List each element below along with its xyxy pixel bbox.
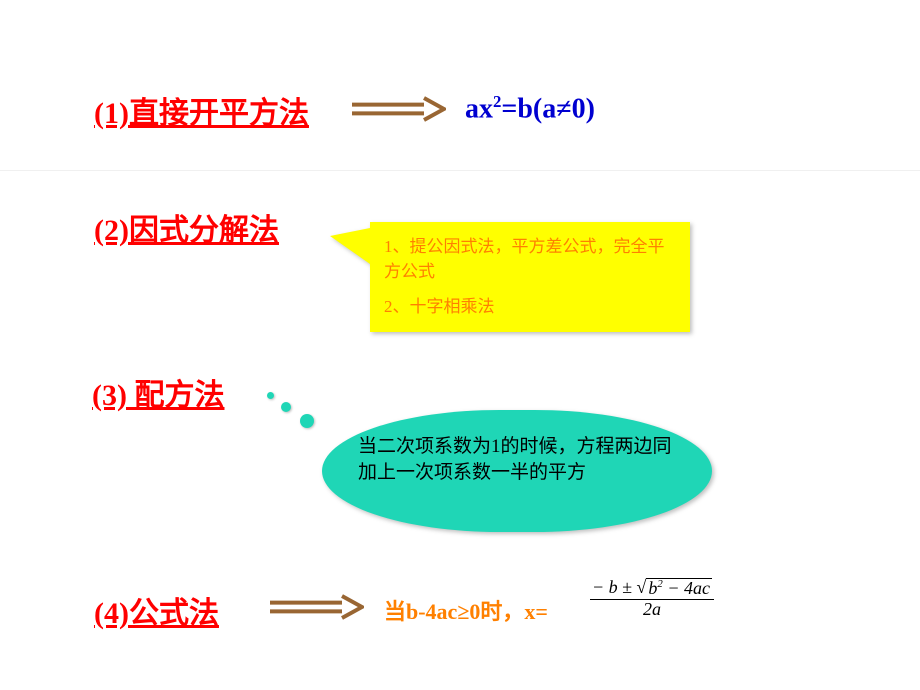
formula-den: 2a xyxy=(641,600,663,620)
cloud-dot-icon xyxy=(267,392,274,399)
cloud-dot-icon xyxy=(300,414,314,428)
method-label-2: (2)因式分解法 xyxy=(94,205,279,249)
callout-cloud: 当二次项系数为1的时候，方程两边同加上一次项系数一半的平方 xyxy=(322,410,712,532)
method-label-1: (1)直接开平方法 xyxy=(94,88,309,132)
arrow-icon xyxy=(268,594,364,620)
formula-prefix: 当b-4ac≥0时，x= xyxy=(384,594,548,626)
method-label-3: (3) 配方法 xyxy=(92,370,224,414)
method-label-4: (4)公式法 xyxy=(94,588,219,632)
arrow-icon xyxy=(350,96,446,122)
callout-line-1: 1、提公因式法，平方差公式，完全平方公式 xyxy=(384,232,676,282)
cloud-dot-icon xyxy=(281,402,291,412)
callout-yellow: 1、提公因式法，平方差公式，完全平方公式 2、十字相乘法 xyxy=(370,222,690,332)
cloud-text: 当二次项系数为1的时候，方程两边同加上一次项系数一半的平方 xyxy=(358,434,676,485)
equation-1: ax2=b(a≠0) xyxy=(465,92,595,125)
quadratic-formula: − b ± √b2 − 4ac2a xyxy=(590,578,714,620)
divider xyxy=(0,170,920,171)
callout-line-2: 2、十字相乘法 xyxy=(384,292,676,317)
formula-num-prefix: − b ± xyxy=(592,577,632,597)
